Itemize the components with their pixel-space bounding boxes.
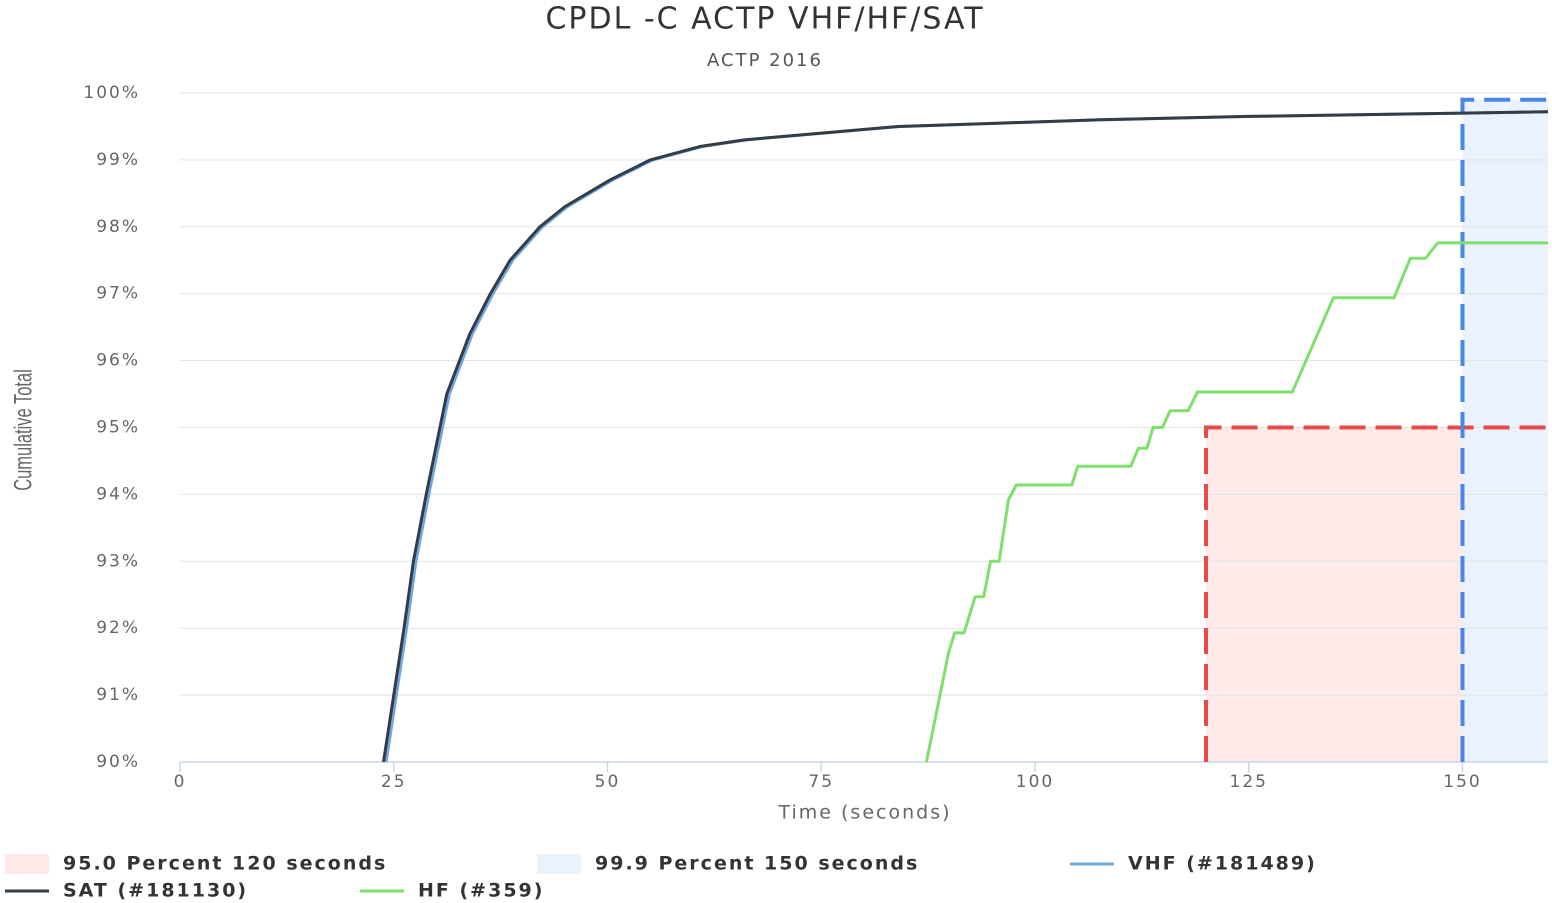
legend-label: 99.9 Percent 150 seconds <box>595 853 919 875</box>
band-line <box>1460 97 1548 762</box>
band-line <box>1204 425 1548 762</box>
y-axis-label: Cumulative Total <box>9 369 37 491</box>
x-tick-label: 75 <box>808 772 834 792</box>
x-axis-label: Time (seconds) <box>777 802 951 824</box>
x-tick-label: 125 <box>1230 772 1268 792</box>
x-tick-label: 0 <box>174 772 187 792</box>
x-tick-label: 150 <box>1443 772 1481 792</box>
y-tick-label: 96% <box>96 351 140 371</box>
legend-label: 95.0 Percent 120 seconds <box>63 853 387 875</box>
legend-label: VHF (#181489) <box>1128 853 1317 875</box>
y-tick-label: 100% <box>83 83 140 103</box>
y-tick-label: 90% <box>96 752 140 772</box>
legend-swatch <box>5 854 49 874</box>
y-tick-label: 93% <box>96 551 140 571</box>
y-tick-label: 99% <box>96 150 140 170</box>
band-area <box>1206 427 1463 762</box>
series-line <box>924 241 1548 762</box>
series-line <box>382 110 1548 762</box>
legend-swatch <box>537 854 581 874</box>
y-tick-label: 94% <box>96 484 140 504</box>
y-tick-label: 92% <box>96 618 140 638</box>
legend-label: HF (#359) <box>418 880 544 902</box>
chart-title: CPDL -C ACTP VHF/HF/SAT <box>545 2 984 37</box>
y-tick-label: 91% <box>96 685 140 705</box>
y-tick-label: 98% <box>96 217 140 237</box>
legend-label: SAT (#181130) <box>63 880 248 902</box>
x-tick-label: 50 <box>595 772 621 792</box>
chart-subtitle: ACTP 2016 <box>707 50 823 71</box>
x-tick-label: 25 <box>381 772 407 792</box>
x-tick-label: 100 <box>1016 772 1054 792</box>
y-tick-label: 95% <box>96 418 140 438</box>
y-tick-label: 97% <box>96 284 140 304</box>
band-area <box>1462 99 1548 762</box>
